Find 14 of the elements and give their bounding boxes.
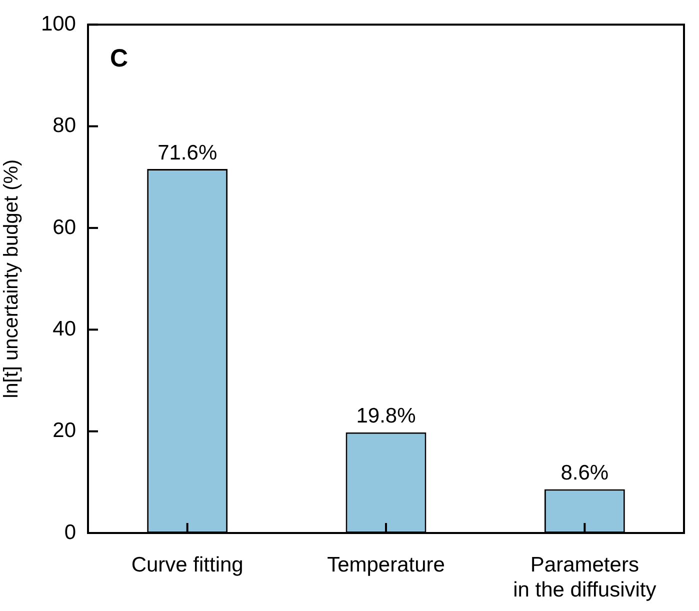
x-tick-label: Parameters in the diffusivity	[513, 553, 657, 602]
y-tick-label: 60	[52, 216, 76, 239]
y-tick-label: 20	[52, 419, 76, 442]
data-label: 71.6%	[158, 141, 218, 164]
data-label: 19.8%	[356, 404, 416, 428]
y-tick-label: 80	[52, 114, 76, 138]
x-tick-label: Temperature	[327, 553, 445, 576]
y-tick-label: 40	[52, 317, 76, 340]
data-label: 8.6%	[560, 462, 609, 485]
y-axis-title: ln[t] uncertainty budget (%)	[0, 159, 23, 398]
text: C	[110, 44, 128, 73]
y-tick-label: 100	[40, 12, 76, 36]
x-tick-label: Curve fitting	[131, 553, 244, 576]
y-tick-label: 0	[64, 520, 76, 544]
